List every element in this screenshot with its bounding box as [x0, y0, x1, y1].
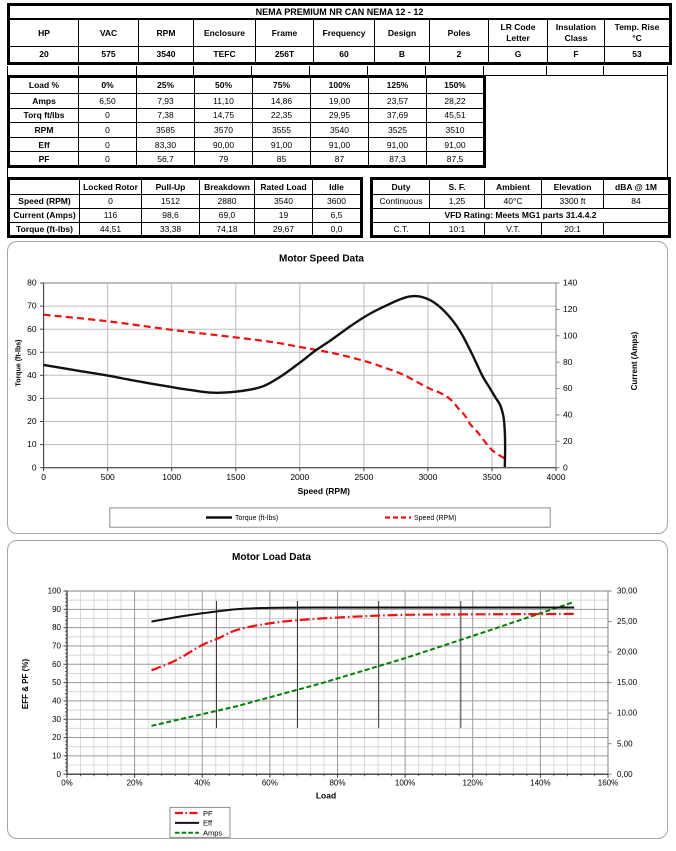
svg-text:80%: 80%	[329, 779, 345, 788]
svg-text:0: 0	[41, 472, 46, 482]
svg-text:30,00: 30,00	[617, 587, 638, 596]
svg-text:500: 500	[101, 472, 115, 482]
svg-text:30: 30	[52, 715, 61, 724]
svg-text:120: 120	[563, 304, 577, 314]
svg-text:Torque (ft-lbs): Torque (ft-lbs)	[16, 340, 23, 387]
svg-text:60: 60	[52, 660, 61, 669]
svg-text:5,00: 5,00	[617, 739, 633, 748]
svg-text:40%: 40%	[194, 779, 210, 788]
svg-text:0: 0	[563, 462, 568, 472]
svg-text:0: 0	[57, 770, 62, 779]
svg-text:80: 80	[563, 357, 573, 367]
svg-text:140%: 140%	[530, 779, 550, 788]
svg-text:100%: 100%	[395, 779, 415, 788]
svg-text:10,00: 10,00	[617, 709, 638, 718]
svg-text:120%: 120%	[463, 779, 483, 788]
svg-text:50: 50	[52, 678, 61, 687]
svg-text:25,00: 25,00	[617, 617, 638, 626]
svg-text:2500: 2500	[354, 472, 373, 482]
svg-text:2000: 2000	[290, 472, 309, 482]
svg-text:20: 20	[27, 416, 37, 426]
svg-text:0%: 0%	[61, 779, 73, 788]
svg-text:60: 60	[563, 383, 573, 393]
svg-text:Motor Load Data: Motor Load Data	[232, 552, 311, 563]
svg-text:40: 40	[563, 410, 573, 420]
svg-text:Amps: Amps	[203, 829, 222, 838]
svg-text:Load: Load	[316, 791, 336, 801]
svg-text:90: 90	[52, 605, 61, 614]
svg-text:40: 40	[52, 697, 61, 706]
svg-text:Current (Amps): Current (Amps)	[630, 331, 639, 390]
svg-text:20%: 20%	[127, 779, 143, 788]
svg-text:1000: 1000	[162, 472, 181, 482]
svg-text:80: 80	[52, 623, 61, 632]
svg-text:70: 70	[52, 642, 61, 651]
svg-text:100: 100	[48, 587, 62, 596]
svg-text:30: 30	[27, 393, 37, 403]
svg-text:4000: 4000	[547, 472, 566, 482]
svg-text:40: 40	[27, 370, 37, 380]
svg-text:80: 80	[27, 278, 37, 288]
svg-text:0: 0	[32, 462, 37, 472]
svg-text:0,00: 0,00	[617, 770, 633, 779]
svg-text:Torque (ft-lbs): Torque (ft-lbs)	[235, 515, 278, 522]
svg-text:10: 10	[52, 751, 61, 760]
svg-text:Eff: Eff	[203, 819, 213, 828]
svg-text:EFF & PF (%): EFF & PF (%)	[21, 659, 30, 710]
svg-text:Motor Speed Data: Motor Speed Data	[279, 254, 364, 265]
svg-text:20,00: 20,00	[617, 648, 638, 657]
svg-text:3000: 3000	[418, 472, 437, 482]
svg-text:60%: 60%	[262, 779, 278, 788]
svg-text:50: 50	[27, 347, 37, 357]
svg-text:160%: 160%	[598, 779, 618, 788]
svg-text:Speed (RPM): Speed (RPM)	[414, 515, 456, 522]
svg-text:10: 10	[27, 439, 37, 449]
svg-text:100: 100	[563, 330, 577, 340]
svg-text:PF: PF	[203, 809, 213, 818]
svg-text:20: 20	[563, 436, 573, 446]
svg-text:70: 70	[27, 301, 37, 311]
svg-text:3500: 3500	[483, 472, 502, 482]
svg-text:140: 140	[563, 278, 577, 288]
svg-text:60: 60	[27, 324, 37, 334]
svg-text:1500: 1500	[226, 472, 245, 482]
svg-text:Speed (RPM): Speed (RPM)	[298, 486, 351, 496]
svg-text:15,00: 15,00	[617, 678, 638, 687]
svg-text:20: 20	[52, 733, 61, 742]
